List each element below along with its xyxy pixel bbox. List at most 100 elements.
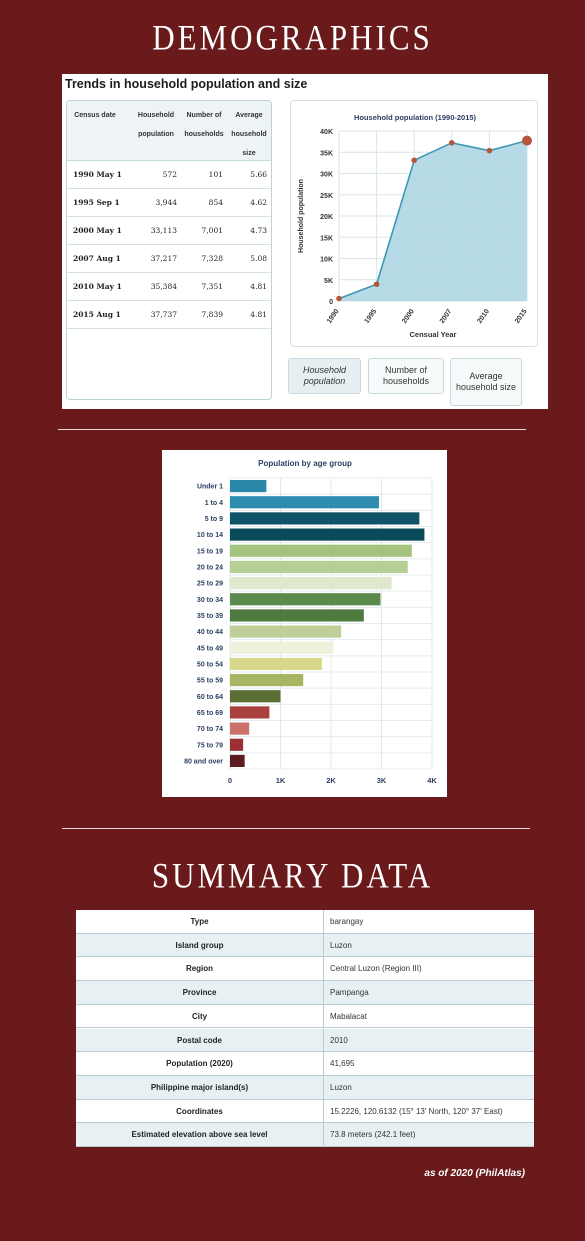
summary-value: Pampanga	[330, 988, 369, 998]
series-line	[338, 139, 528, 300]
summary-data-title: SUMMARY DATA	[151, 855, 434, 896]
cell-average-household-size: 5.66	[250, 170, 267, 179]
x-tick-label: 2007	[439, 308, 454, 325]
summary-value: 2010	[330, 1035, 348, 1045]
cell-number-of-households: 7,839	[201, 310, 223, 319]
x-tick-label: 2010	[476, 308, 491, 325]
category-label: 5 to 9	[205, 516, 223, 523]
category-label: 1 to 4	[205, 500, 223, 507]
header-census-date: Census date	[74, 112, 116, 119]
x-tick-label: 3K	[377, 776, 387, 785]
category-label: 15 to 19	[197, 548, 223, 555]
cell-household-population: 33,113	[150, 226, 177, 235]
bar	[230, 528, 425, 541]
cell-census-date: 1990 May 1	[73, 170, 122, 179]
summary-key: Estimated elevation above sea level	[76, 1123, 324, 1146]
bar	[230, 593, 381, 606]
chart-title: Household population (1990-2015)	[354, 113, 477, 122]
cell-number-of-households: 101	[208, 170, 223, 179]
divider	[62, 828, 530, 829]
x-tick-label: 1995	[364, 308, 379, 325]
tab-household-population[interactable]: Household population	[288, 358, 361, 394]
demographics-title: DEMOGRAPHICS	[152, 17, 433, 58]
summary-value: Mabalacat	[330, 1011, 367, 1021]
bar	[230, 641, 334, 654]
bar	[230, 754, 245, 767]
table-row: 2015 Aug 1 37,737 7,839 4.81	[67, 301, 271, 329]
category-label: 65 to 69	[197, 710, 223, 717]
summary-row: Philippine major island(s) Luzon	[76, 1075, 534, 1100]
header-number-of-households: Number of households	[184, 112, 224, 138]
cell-census-date: 2015 Aug 1	[73, 310, 121, 319]
x-tick-label: 1K	[276, 776, 286, 785]
summary-key: Coordinates	[76, 1099, 324, 1123]
divider	[58, 429, 526, 430]
bar	[230, 674, 304, 687]
bar	[230, 609, 364, 622]
cell-census-date: 2007 Aug 1	[73, 254, 121, 263]
cell-number-of-households: 854	[208, 198, 223, 207]
bar	[230, 512, 420, 525]
cell-census-date: 1995 Sep 1	[73, 198, 120, 207]
bar	[230, 577, 392, 590]
bar	[230, 480, 267, 493]
trends-panel: Trends in household population and size …	[62, 74, 548, 409]
cell-average-household-size: 4.73	[250, 226, 267, 235]
tab-number-of-households[interactable]: Number of households	[368, 358, 444, 394]
table-row: 1995 Sep 1 3,944 854 4.62	[67, 189, 271, 217]
x-tick-label: 0	[228, 776, 232, 785]
category-label: 50 to 54	[197, 662, 223, 669]
bar	[230, 544, 412, 557]
summary-key: Population (2020)	[76, 1052, 324, 1075]
table-row: 2007 Aug 1 37,217 7,328 5.08	[67, 245, 271, 273]
y-tick-label: 35K	[320, 150, 333, 157]
cell-household-population: 37,737	[150, 310, 177, 319]
summary-value: 15.2226, 120.6132 (15° 13′ North, 120° 3…	[330, 1106, 503, 1116]
summary-key: City	[76, 1004, 324, 1028]
table-row: 2000 May 1 33,113 7,001 4.73	[67, 217, 271, 245]
summary-key: Type	[76, 910, 324, 933]
summary-key: Postal code	[76, 1028, 324, 1052]
cell-average-household-size: 5.08	[250, 254, 267, 263]
category-label: 35 to 39	[197, 613, 223, 620]
summary-value: barangay	[330, 917, 364, 926]
cell-average-household-size: 4.62	[250, 198, 267, 207]
cell-household-population: 572	[162, 170, 177, 179]
data-point	[522, 135, 532, 146]
y-axis-label: Household population	[298, 179, 305, 253]
cell-household-population: 37,217	[150, 254, 177, 263]
trends-title: Trends in household population and size	[65, 77, 308, 91]
summary-key: Island group	[76, 933, 324, 957]
cell-household-population: 35,384	[150, 282, 177, 291]
summary-value: 41,695	[330, 1059, 355, 1069]
category-label: 30 to 34	[197, 597, 223, 604]
tab-average-household-size[interactable]: Average household size	[450, 358, 522, 406]
summary-value: 73.8 meters (242.1 feet)	[330, 1130, 416, 1140]
cell-average-household-size: 4.81	[250, 282, 267, 291]
summary-row: Coordinates 15.2226, 120.6132 (15° 13′ No…	[76, 1099, 534, 1124]
household-population-chart-card: Household population (1990-2015) 0 5K 10K 15…	[290, 100, 538, 347]
x-tick-label: 2015	[514, 308, 529, 325]
table-row: 2010 May 1 35,384 7,351 4.81	[67, 273, 271, 301]
summary-key: Region	[76, 957, 324, 981]
bar	[230, 625, 342, 638]
summary-row: Type barangay	[76, 910, 534, 934]
bar	[230, 722, 250, 735]
summary-row: Region Central Luzon (Region III)	[76, 957, 534, 982]
summary-row: Province Pampanga	[76, 981, 534, 1005]
header-household-population: Household population	[137, 112, 175, 138]
summary-key: Philippine major island(s)	[76, 1075, 324, 1099]
bar	[230, 690, 281, 703]
bar	[230, 657, 322, 670]
category-label: 80 and over	[184, 759, 223, 766]
cell-household-population: 3,944	[155, 198, 177, 207]
y-tick-label: 25K	[320, 193, 333, 200]
header-average-household-size: Average household size	[231, 112, 267, 157]
household-population-chart: Household population (1990-2015) 0 5K 10K 15…	[298, 113, 532, 339]
cell-census-date: 2010 May 1	[73, 282, 122, 291]
cell-number-of-households: 7,001	[201, 226, 223, 235]
data-point	[411, 157, 417, 164]
category-label: 55 to 59	[197, 678, 223, 685]
category-label: 40 to 44	[197, 629, 223, 636]
x-tick-label: 2000	[401, 308, 416, 325]
